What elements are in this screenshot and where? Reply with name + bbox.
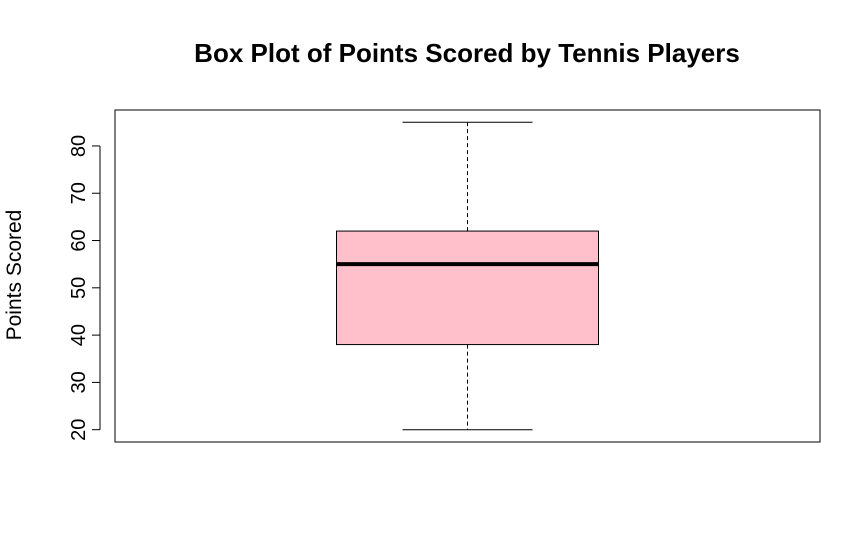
y-tick-label: 40 [68, 324, 90, 346]
y-axis-label: Points Scored [3, 210, 26, 341]
y-tick-label: 30 [68, 371, 90, 393]
y-tick-label: 80 [68, 135, 90, 157]
y-tick-label: 20 [68, 419, 90, 441]
chart-title: Box Plot of Points Scored by Tennis Play… [194, 38, 740, 68]
interquartile-box [336, 230, 599, 346]
y-tick-label: 50 [68, 277, 90, 299]
box-plot [336, 121, 599, 431]
y-tick-label: 70 [68, 182, 90, 204]
y-axis: 20 30 40 50 60 70 80 [68, 135, 101, 441]
y-tick-label: 60 [68, 229, 90, 251]
plot-frame [114, 109, 821, 443]
